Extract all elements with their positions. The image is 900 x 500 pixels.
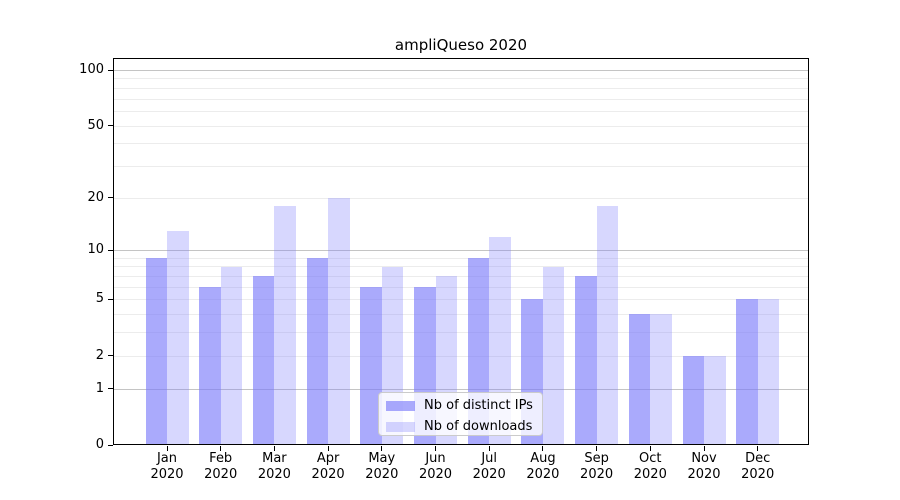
bar-ips-jan [145,257,167,445]
x-tick-mark [327,446,329,451]
x-tick-mark [488,446,490,451]
y-tick-label-10: 10 [87,242,104,258]
bar-downloads-dec [757,299,780,445]
gridline-minor [113,78,809,80]
gridline-minor [113,276,809,278]
x-tick-mark [381,446,383,451]
gridline-minor [113,257,809,259]
y-tick-label-50: 50 [87,117,104,133]
x-tick-label-feb: Feb 2020 [204,451,238,482]
gridline-minor [113,98,809,100]
x-tick-label-mar: Mar 2020 [257,451,291,482]
gridline-minor [113,165,809,167]
bar-downloads-jan [167,230,189,445]
x-tick-label-may: May 2020 [365,451,399,482]
bar-downloads-feb [220,266,243,445]
x-tick-mark [273,446,275,451]
y-tick-mark [108,298,113,300]
gridline-major [113,250,809,252]
bar-ips-feb [199,286,221,445]
chart-title: ampliQueso 2020 [394,36,528,54]
gridline-minor [113,355,809,357]
y-tick-mark [108,125,113,126]
y-tick-mark [108,444,113,446]
legend-swatch-downloads [386,422,415,432]
bar-ips-may [360,286,382,445]
x-tick-mark [649,446,651,451]
x-tick-mark [435,446,436,451]
y-tick-label-2: 2 [95,347,104,363]
x-tick-mark [703,446,705,451]
bar-downloads-mar [274,205,296,445]
gridline-minor [113,110,809,112]
y-tick-mark [108,197,113,199]
x-tick-mark [220,446,222,451]
x-tick-label-aug: Aug 2020 [526,451,560,482]
bar-ips-sep [575,276,597,445]
x-tick-mark [542,446,544,451]
x-tick-label-dec: Dec 2020 [741,451,775,482]
gridline-minor [113,143,809,145]
bar-downloads-aug [542,266,565,445]
y-tick-mark [108,249,113,251]
gridline-minor [113,332,809,334]
gridline-major [113,70,809,71]
y-tick-label-0: 0 [95,437,104,452]
bar-downloads-nov [704,355,726,445]
x-tick-label-jul: Jul 2020 [472,451,506,482]
x-tick-label-nov: Nov 2020 [687,451,721,482]
bar-downloads-apr [328,197,350,445]
gridline-minor [113,299,809,301]
gridline-minor [113,125,809,127]
legend-label-downloads: Nb of downloads [424,419,533,434]
plot-area [113,58,809,445]
x-tick-label-sep: Sep 2020 [580,451,614,482]
x-tick-mark [757,446,759,451]
gridline-minor [113,286,809,288]
y-tick-label-20: 20 [87,189,104,205]
bar-ips-apr [306,257,329,445]
gridline-major [113,388,809,390]
x-tick-mark [596,446,598,451]
gridline-minor [113,197,809,199]
x-tick-label-jan: Jan 2020 [150,451,184,482]
gridline-minor [113,266,809,268]
x-tick-label-jun: Jun 2020 [418,451,453,482]
bar-ips-oct [628,314,651,445]
legend-swatch-distinct-ips [386,401,415,411]
y-tick-mark [108,388,113,390]
bar-downloads-oct [650,314,672,445]
x-tick-label-oct: Oct 2020 [633,451,667,482]
x-tick-mark [166,446,168,451]
y-tick-mark [108,355,113,357]
bar-ips-mar [252,276,275,445]
bar-downloads-sep [596,205,619,445]
y-tick-label-1: 1 [95,380,104,396]
legend: Nb of distinct IPs Nb of downloads [378,392,543,436]
bar-ips-dec [736,299,758,445]
y-tick-label-5: 5 [95,291,104,307]
y-tick-label-100: 100 [79,62,104,77]
x-tick-label-apr: Apr 2020 [311,451,345,482]
gridline-minor [113,87,809,89]
gridline-minor [113,314,809,316]
legend-label-distinct-ips: Nb of distinct IPs [424,398,533,413]
y-tick-mark [108,69,113,71]
bar-ips-nov [682,355,704,445]
